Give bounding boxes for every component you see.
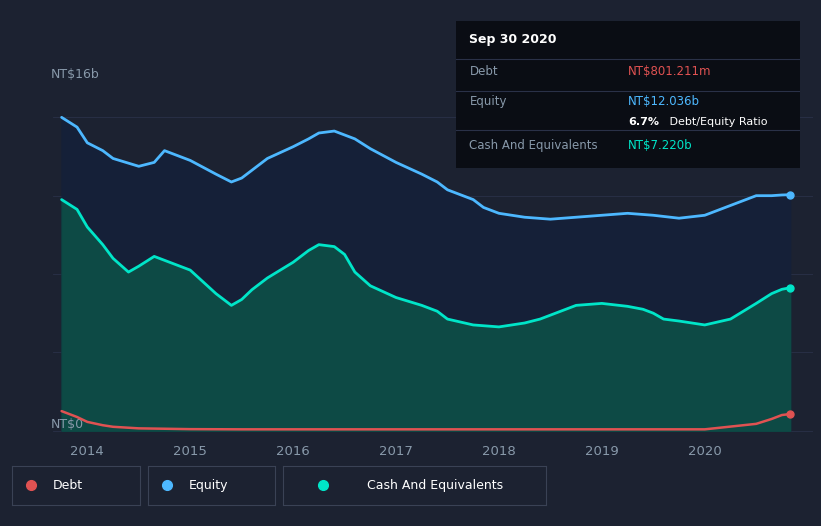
Text: NT$0: NT$0 [50,418,84,431]
Text: Cash And Equivalents: Cash And Equivalents [470,139,598,152]
Text: NT$7.220b: NT$7.220b [628,139,693,152]
Text: NT$12.036b: NT$12.036b [628,95,700,108]
Text: NT$16b: NT$16b [50,68,99,82]
Text: Equity: Equity [189,479,228,492]
Text: Debt/Equity Ratio: Debt/Equity Ratio [666,117,768,127]
Text: Debt: Debt [470,65,498,78]
Text: Debt: Debt [53,479,83,492]
Text: 6.7%: 6.7% [628,117,659,127]
Text: Sep 30 2020: Sep 30 2020 [470,33,557,46]
Text: Cash And Equivalents: Cash And Equivalents [367,479,503,492]
Text: NT$801.211m: NT$801.211m [628,65,712,78]
Text: Equity: Equity [470,95,507,108]
